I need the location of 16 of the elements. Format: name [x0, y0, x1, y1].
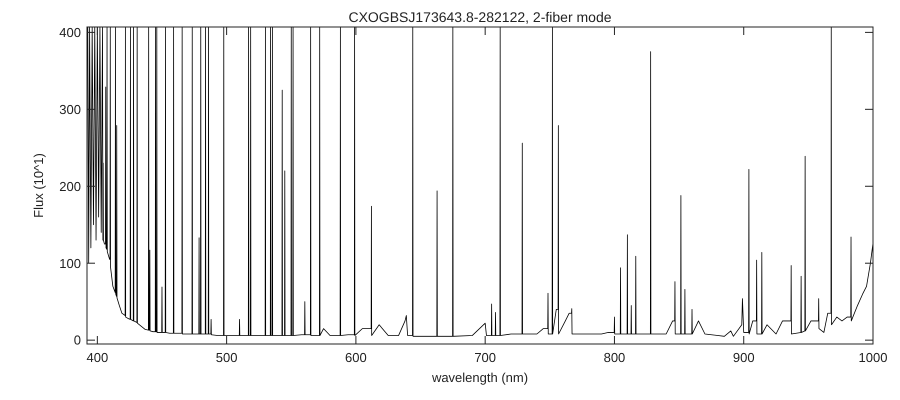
- x-tick-label: 800: [604, 350, 626, 365]
- x-tick-label: 700: [474, 350, 496, 365]
- x-axis-title: wavelength (nm): [430, 370, 528, 385]
- x-tick-label: 400: [86, 350, 108, 365]
- x-tick-label: 900: [732, 350, 755, 365]
- y-tick-label: 200: [59, 178, 81, 194]
- x-tick-label: 1000: [858, 350, 888, 365]
- x-tick-label: 600: [345, 350, 367, 365]
- y-tick-label: 300: [59, 102, 81, 117]
- y-tick-label: 400: [59, 24, 81, 40]
- y-axis-title: Flux (10^1): [31, 153, 46, 218]
- line-series: [87, 27, 873, 337]
- y-tick-label: 0: [74, 332, 81, 348]
- x-tick-label: 500: [216, 350, 238, 365]
- chart-title: CXOGBSJ173643.8-282122, 2-fiber mode: [348, 9, 612, 25]
- y-tick-label: 100: [59, 256, 81, 271]
